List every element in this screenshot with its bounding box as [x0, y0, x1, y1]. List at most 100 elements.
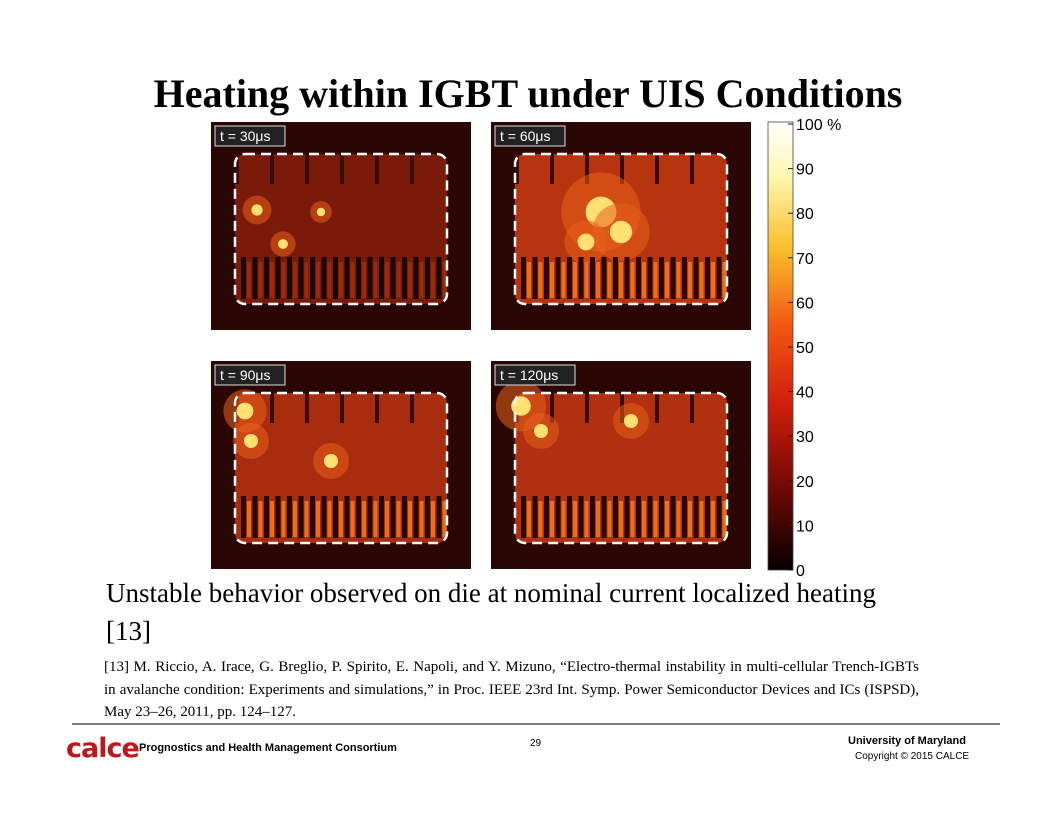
cell-stripe [275, 257, 281, 299]
cell-stripe-hot [442, 262, 447, 298]
cell-stripe [402, 257, 407, 299]
cell-stripe-hot [653, 262, 658, 298]
colorbar-tick-label: 0 [796, 563, 805, 580]
cell-stripe-hot [642, 262, 646, 298]
cell-stripe-hot [561, 262, 566, 298]
cell-stripe-hot [281, 501, 286, 537]
cell-stripe-hot [247, 262, 251, 298]
cell-stripe [436, 257, 442, 299]
die-outline [513, 152, 729, 306]
university: University of Maryland [848, 735, 966, 747]
panel-label: t = 30μs [220, 128, 270, 144]
cell-stripe-hot [607, 262, 612, 298]
cell-stripe [647, 257, 653, 299]
cell-stripe [413, 257, 419, 299]
cell-stripe-hot [722, 262, 727, 298]
cell-stripe [333, 496, 338, 538]
cell-stripe-hot [258, 501, 263, 537]
hot-spot [236, 402, 254, 420]
page-number: 29 [530, 738, 542, 749]
cell-stripe-hot [362, 501, 366, 537]
cell-stripe [636, 496, 641, 538]
cell-stripe-hot [688, 262, 692, 298]
cell-stripe-hot [550, 262, 554, 298]
cell-stripe [544, 257, 549, 299]
cell-stripe-hot [431, 501, 435, 537]
cell-stripe [624, 496, 630, 538]
die-block [375, 154, 379, 184]
cell-stripe-hot [711, 501, 715, 537]
die-block [340, 154, 344, 184]
cell-stripe [413, 496, 419, 538]
cell-stripe [310, 257, 315, 299]
cell-stripe [252, 496, 258, 538]
cell-stripe-hot [584, 501, 589, 537]
hot-spot [244, 434, 258, 448]
cell-stripe-hot [442, 501, 447, 537]
cell-stripe [287, 257, 292, 299]
cell-stripe [287, 496, 292, 538]
cell-stripe-hot [538, 262, 543, 298]
die-outline [233, 391, 449, 545]
cell-stripe-hot [699, 501, 704, 537]
cell-stripe-hot [270, 501, 274, 537]
cell-stripe [693, 496, 699, 538]
cell-stripe [356, 496, 361, 538]
cell-stripe [436, 496, 442, 538]
slide-title: Heating within IGBT under UIS Conditions [153, 71, 903, 116]
hot-spot [624, 414, 638, 428]
cell-stripe-hot [281, 262, 286, 298]
hot-spot [324, 454, 338, 468]
reference: [13] M. Riccio, A. Irace, G. Breglio, P.… [104, 659, 919, 720]
cell-stripe-hot [619, 262, 623, 298]
cell-stripe [716, 257, 722, 299]
cell-stripe-hot [711, 262, 715, 298]
panel-label: t = 120μs [500, 367, 558, 383]
cell-stripe [601, 257, 607, 299]
cell-stripe-hot [385, 262, 389, 298]
hot-spot [577, 233, 595, 251]
cell-stripe [693, 257, 699, 299]
body-text: Unstable behavior observed on die at nom… [106, 578, 876, 646]
cell-stripe [555, 496, 561, 538]
cell-stripe-hot [419, 501, 424, 537]
cell-stripe [264, 496, 269, 538]
colorbar-tick-label: 80 [796, 206, 814, 223]
cell-stripe-hot [247, 501, 251, 537]
die-block [585, 393, 589, 423]
die-block [655, 154, 659, 184]
cell-stripe-hot [596, 501, 600, 537]
colorbar-tick-label: 90 [796, 162, 814, 179]
cell-stripe [275, 496, 281, 538]
colorbar-tick-label: 100 % [796, 117, 841, 134]
cell-stripe [390, 257, 396, 299]
cell-stripe [670, 496, 676, 538]
cell-stripe-hot [327, 262, 332, 298]
cell-stripe-hot [653, 501, 658, 537]
die-block [410, 393, 414, 423]
cell-stripe [567, 496, 572, 538]
cell-stripe-hot [327, 501, 332, 537]
cell-stripe [555, 257, 561, 299]
cell-stripe [321, 257, 327, 299]
label-box [494, 364, 576, 386]
die-outline [233, 152, 449, 306]
cell-stripe-hot [607, 501, 612, 537]
die-block [340, 393, 344, 423]
die-block [550, 393, 554, 423]
cell-stripe [425, 496, 430, 538]
cell-stripe-hot [665, 501, 669, 537]
cell-stripe-hot [293, 501, 297, 537]
colorbar-tick-label: 50 [796, 340, 814, 357]
colorbar-tick-label: 60 [796, 295, 814, 312]
cell-stripe-hot [339, 262, 343, 298]
cell-stripe [682, 257, 687, 299]
cell-stripe [344, 257, 350, 299]
cell-stripe [241, 257, 246, 299]
die-block [690, 393, 694, 423]
cell-stripe [601, 496, 607, 538]
cell-stripe [390, 496, 396, 538]
colorbar-tick-label: 70 [796, 251, 814, 268]
